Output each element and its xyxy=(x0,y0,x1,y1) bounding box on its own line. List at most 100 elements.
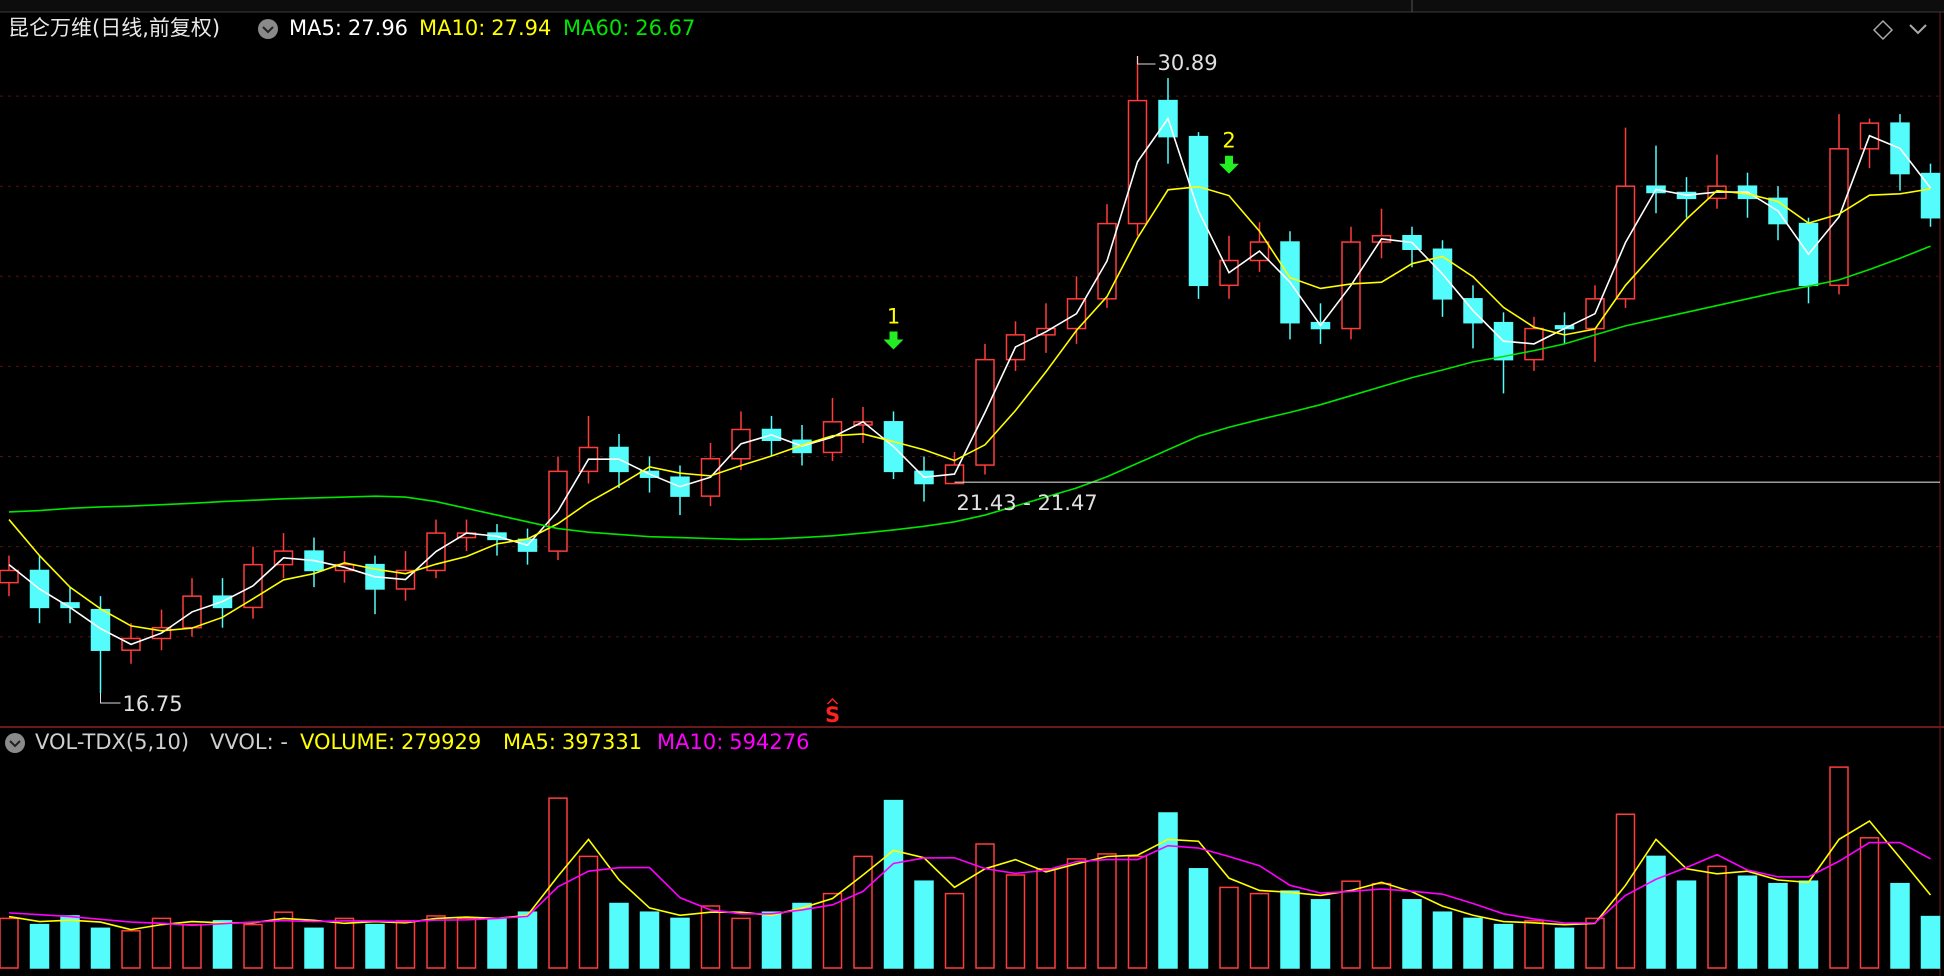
volume-bar xyxy=(304,927,324,969)
volume-bar xyxy=(1005,874,1026,969)
volume-bar xyxy=(90,927,111,969)
volume-ma-line xyxy=(8,841,1931,927)
ma-line xyxy=(8,185,1931,632)
ma5-legend: MA5: 27.96 xyxy=(289,16,408,40)
annotation-number: 2 xyxy=(1222,129,1235,153)
volume-bar xyxy=(639,911,660,969)
volume-bar xyxy=(1219,886,1239,969)
volume-header: VOL-TDX(5,10) VVOL: - VOLUME: 279929 MA5:… xyxy=(5,730,809,754)
leader-line xyxy=(1137,55,1156,65)
volume-bar xyxy=(1158,812,1178,969)
volume-bar xyxy=(60,915,80,969)
volume-title: VOL-TDX(5,10) xyxy=(35,730,189,754)
volume-bar xyxy=(731,917,751,969)
volume-bar xyxy=(578,855,599,969)
volume-bar xyxy=(456,917,477,969)
volume-bar xyxy=(944,892,965,969)
low-label: 16.75 xyxy=(123,692,183,716)
volume-bar xyxy=(761,911,782,969)
volume-bar xyxy=(1646,855,1666,969)
volume-bar xyxy=(1341,880,1361,969)
volume-bar xyxy=(1310,899,1331,969)
volume-bar xyxy=(29,923,50,969)
header: 昆仑万维(日线,前复权) MA5: 27.96 MA10: 27.94 MA60: 2… xyxy=(8,16,1927,41)
volume-bar xyxy=(121,930,141,969)
volume-bar xyxy=(334,917,355,969)
volume-bar xyxy=(853,855,873,969)
volume-bar xyxy=(1493,923,1514,969)
volume-bar xyxy=(1737,875,1758,969)
volume-bar xyxy=(182,923,202,969)
volume-bar xyxy=(1371,882,1392,969)
annotation-number: 1 xyxy=(887,304,900,328)
volume-bar xyxy=(1829,766,1849,969)
volume-bar xyxy=(1676,880,1697,969)
volume-bar xyxy=(822,892,843,969)
candle-body xyxy=(0,569,19,584)
annotation-arrow xyxy=(883,331,904,350)
volume-bar xyxy=(914,880,934,969)
signal-label: S xyxy=(825,703,840,727)
volume-bar xyxy=(1890,882,1910,969)
volume-bar xyxy=(1615,813,1636,969)
ma10-legend: MA10: 27.94 xyxy=(419,16,551,40)
volume-bar xyxy=(1859,837,1880,969)
toolbar-strip xyxy=(0,0,1944,12)
volume-bar xyxy=(1463,917,1483,969)
volume-bar xyxy=(1402,899,1422,969)
volume-bar xyxy=(1066,858,1087,969)
dropdown-chevron xyxy=(9,740,21,748)
volume-bar xyxy=(365,923,385,969)
annotation-arrow xyxy=(1219,155,1239,174)
leader-line xyxy=(100,693,121,704)
dropdown-chevron xyxy=(262,26,274,34)
volume-bar xyxy=(0,917,19,969)
volume-bar xyxy=(517,911,538,969)
volume-bar xyxy=(273,911,294,969)
volume-bar xyxy=(883,799,904,969)
ma-line xyxy=(8,116,1932,646)
vvol-label: VVOL: - xyxy=(210,730,288,754)
volume-bar xyxy=(1524,920,1544,969)
volume-bar xyxy=(1097,853,1117,969)
volume-bar xyxy=(1432,911,1453,969)
volume-bar xyxy=(395,920,416,969)
volume-bar xyxy=(1554,927,1575,969)
volume-bar xyxy=(1798,880,1819,969)
dropdown-icon[interactable] xyxy=(5,733,25,753)
candle-body xyxy=(90,608,111,651)
volume-bar xyxy=(426,915,446,969)
volume-bar xyxy=(700,905,721,969)
vol-ma5-legend: MA5: 397331 xyxy=(503,730,642,754)
chart-title: 昆仑万维(日线,前复权) xyxy=(8,16,220,40)
ma-line xyxy=(8,245,1931,541)
volume-bar xyxy=(1188,868,1209,969)
volume-bar xyxy=(487,917,507,969)
volume-bar xyxy=(975,843,995,969)
volume-bar xyxy=(1280,890,1300,969)
volume-bar xyxy=(1036,868,1056,969)
diamond-icon[interactable] xyxy=(1872,19,1894,41)
volume-bar xyxy=(243,923,263,969)
volume-bar xyxy=(1127,855,1148,969)
volume-bar xyxy=(609,902,629,969)
signal-caret xyxy=(826,697,839,705)
collapse-icon[interactable] xyxy=(1909,24,1927,35)
volume-bar xyxy=(151,917,172,969)
high-label: 30.89 xyxy=(1158,51,1218,75)
ma60-legend: MA60: 26.67 xyxy=(563,16,695,40)
volume-bar xyxy=(1585,917,1605,969)
volume-bar xyxy=(1768,882,1788,969)
candle-body xyxy=(1920,172,1941,219)
dropdown-icon[interactable] xyxy=(258,19,278,39)
volume-bar xyxy=(212,920,233,969)
volume-bar xyxy=(1920,915,1941,969)
volume-legend: VOLUME: 279929 xyxy=(300,730,481,754)
volume-bar xyxy=(792,902,812,969)
vol-ma10-legend: MA10: 594276 xyxy=(657,730,809,754)
volume-bar xyxy=(1249,892,1270,969)
range-label: 21.43 - 21.47 xyxy=(957,491,1098,515)
